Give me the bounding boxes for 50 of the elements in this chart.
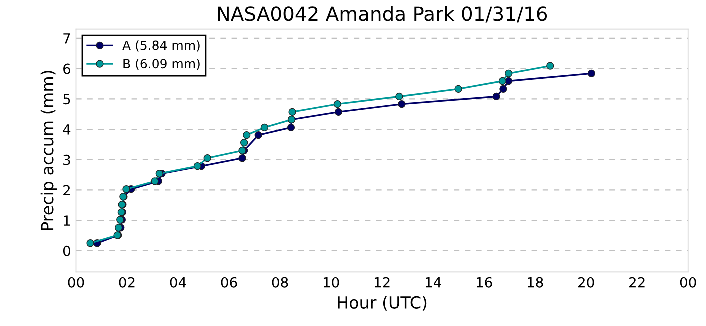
x-tick-label: 06 (221, 277, 238, 288)
point (194, 162, 202, 170)
y-tick-label: 2 (64, 185, 70, 196)
point (254, 131, 262, 140)
y-tick-label: 3 (64, 154, 70, 166)
x-tick-label: 00 (68, 277, 84, 288)
y-tick-label: 6 (64, 64, 71, 74)
x-tick-label: 02 (119, 277, 135, 288)
x-tick-label: 14 (426, 278, 442, 288)
legend-label: B (6.09 mm) (124, 58, 200, 70)
y-tick-label: 4 (63, 124, 71, 135)
point (396, 92, 404, 101)
point (86, 240, 94, 248)
point (287, 124, 296, 132)
x-tick-label: 20 (578, 277, 594, 288)
x-tick-label: 04 (170, 277, 186, 288)
x-tick-label: 12 (374, 277, 390, 288)
point (204, 154, 212, 162)
x-tick-label: 00 (680, 277, 696, 288)
x-axis-title: Hour (UTC) (338, 296, 427, 311)
legend-label: A (5.84 mm) (122, 40, 200, 52)
y-tick-label: 1 (64, 216, 70, 226)
point (122, 186, 130, 194)
point (500, 85, 508, 93)
point (334, 100, 342, 108)
point (156, 170, 164, 178)
x-tick-label: 10 (324, 277, 340, 288)
point (498, 77, 506, 86)
y-tick-label: 7 (64, 34, 70, 44)
x-tick-label: 18 (528, 277, 544, 288)
point (546, 62, 554, 70)
point (288, 108, 296, 116)
point (492, 92, 500, 101)
point (334, 108, 343, 116)
x-tick-label: 08 (272, 277, 288, 288)
point (454, 85, 462, 93)
point (260, 124, 269, 132)
point (151, 178, 159, 186)
x-tick-label: 22 (630, 277, 645, 288)
y-tick-label: 0 (63, 246, 70, 256)
y-axis-title: Precip accum (mm) (40, 71, 57, 230)
point (398, 100, 406, 108)
point (240, 139, 248, 147)
y-tick-label: 5 (64, 94, 70, 105)
x-tick-label: 16 (477, 277, 492, 288)
point (588, 70, 596, 78)
chart-title: NASA0042 Amanda Park 01/31/16 (218, 6, 548, 23)
point (243, 131, 251, 140)
point (504, 70, 513, 78)
point (238, 154, 246, 162)
